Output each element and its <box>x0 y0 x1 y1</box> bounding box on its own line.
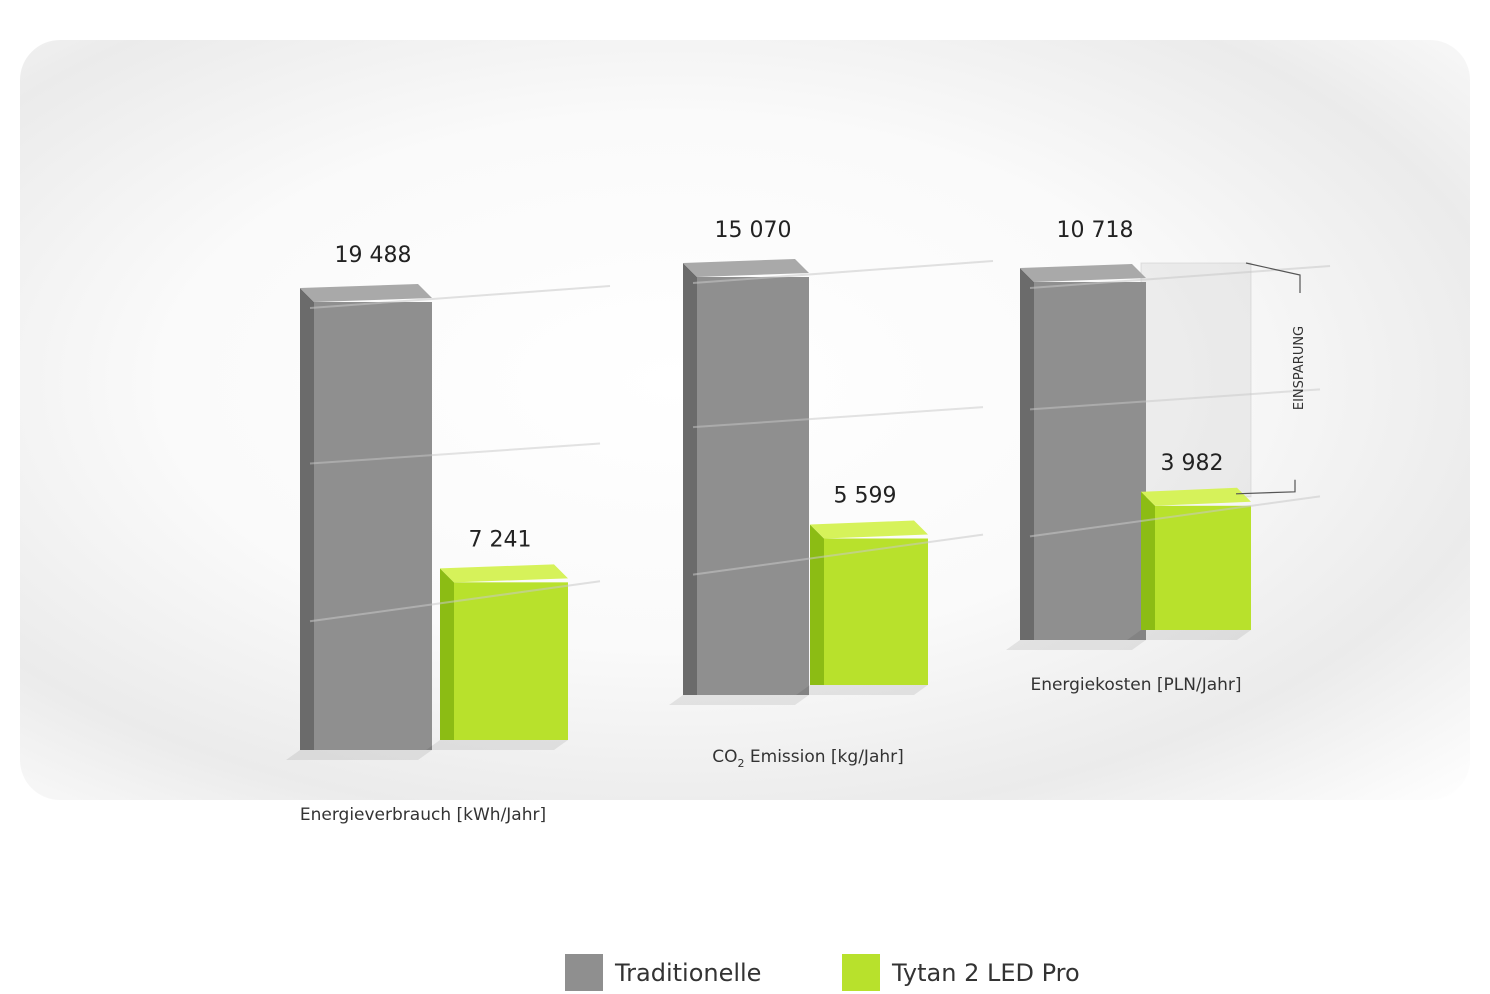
savings-ghost-bar <box>1140 262 1252 498</box>
reference-line <box>692 260 994 284</box>
legend-item-traditionelle: Traditionelle <box>565 954 761 991</box>
legend-label-tytan-2-led-pro: Tytan 2 LED Pro <box>892 958 1080 987</box>
data-label-traditionelle-3: 10 718 <box>1057 218 1134 243</box>
bar-traditionelle-3-top <box>1020 264 1146 282</box>
reference-line <box>309 285 611 309</box>
legend: Traditionelle Tytan 2 LED Pro <box>0 954 1490 994</box>
bar-tytan-2-front <box>824 538 928 685</box>
bar-tytan-2-shadow <box>796 685 928 695</box>
bar-tytan-3-front <box>1155 505 1251 630</box>
reference-line <box>1029 388 1321 411</box>
reference-line <box>309 442 601 465</box>
bar-traditionelle-2-side <box>683 263 697 695</box>
legend-item-tytan-2-led-pro: Tytan 2 LED Pro <box>842 954 1080 991</box>
bar-chart: 19 488 7 241 Energieverbrauch [kWh/Jahr] 15… <box>286 218 1331 825</box>
bar-traditionelle-2-front <box>697 277 809 695</box>
bar-traditionelle-3-front <box>1034 282 1146 640</box>
bar-traditionelle-1-side <box>300 288 314 750</box>
savings-bracket-bottom <box>1235 479 1296 495</box>
bar-tytan-1-shadow <box>426 740 568 750</box>
bar-traditionelle-1-top <box>300 284 432 302</box>
bar-tytan-1-top <box>440 564 568 583</box>
category-label-2: CO2 Emission [kg/Jahr] <box>712 747 904 770</box>
data-label-tytan-1: 7 241 <box>469 527 532 552</box>
reference-line <box>692 533 984 576</box>
bar-tytan-3-shadow <box>1127 630 1251 640</box>
bar-tytan-1-side <box>440 568 454 740</box>
bar-traditionelle-1-front <box>314 302 432 750</box>
savings-annotation: EINSPARUNG <box>1292 326 1307 410</box>
bar-tytan-3-side <box>1141 491 1155 630</box>
bar-traditionelle-3-shadow <box>1006 640 1146 650</box>
bar-tytan-2-top <box>810 520 928 539</box>
data-label-traditionelle-2: 15 070 <box>715 218 792 243</box>
data-label-tytan-2: 5 599 <box>834 483 897 508</box>
data-label-tytan-3: 3 982 <box>1161 451 1224 476</box>
bar-traditionelle-2-shadow <box>669 695 809 705</box>
legend-label-traditionelle: Traditionelle <box>615 958 762 987</box>
bar-tytan-1-front <box>454 582 568 740</box>
bar-tytan-2-side <box>810 524 824 685</box>
reference-line <box>1029 265 1331 289</box>
data-label-traditionelle-1: 19 488 <box>335 243 412 268</box>
legend-swatch-traditionelle <box>565 954 603 991</box>
category-label-3: Energiekosten [PLN/Jahr] <box>1030 675 1241 695</box>
legend-swatch-tytan-2-led-pro <box>842 954 880 991</box>
savings-bracket-top <box>1245 262 1301 293</box>
reference-line <box>309 580 601 623</box>
reference-line <box>692 406 984 429</box>
bar-tytan-3-top <box>1141 487 1251 506</box>
bar-traditionelle-1-shadow <box>286 750 432 760</box>
reference-line <box>1029 495 1321 538</box>
category-label-1: Energieverbrauch [kWh/Jahr] <box>300 805 546 825</box>
bar-traditionelle-3-side <box>1020 268 1034 640</box>
bar-traditionelle-2-top <box>683 259 809 277</box>
